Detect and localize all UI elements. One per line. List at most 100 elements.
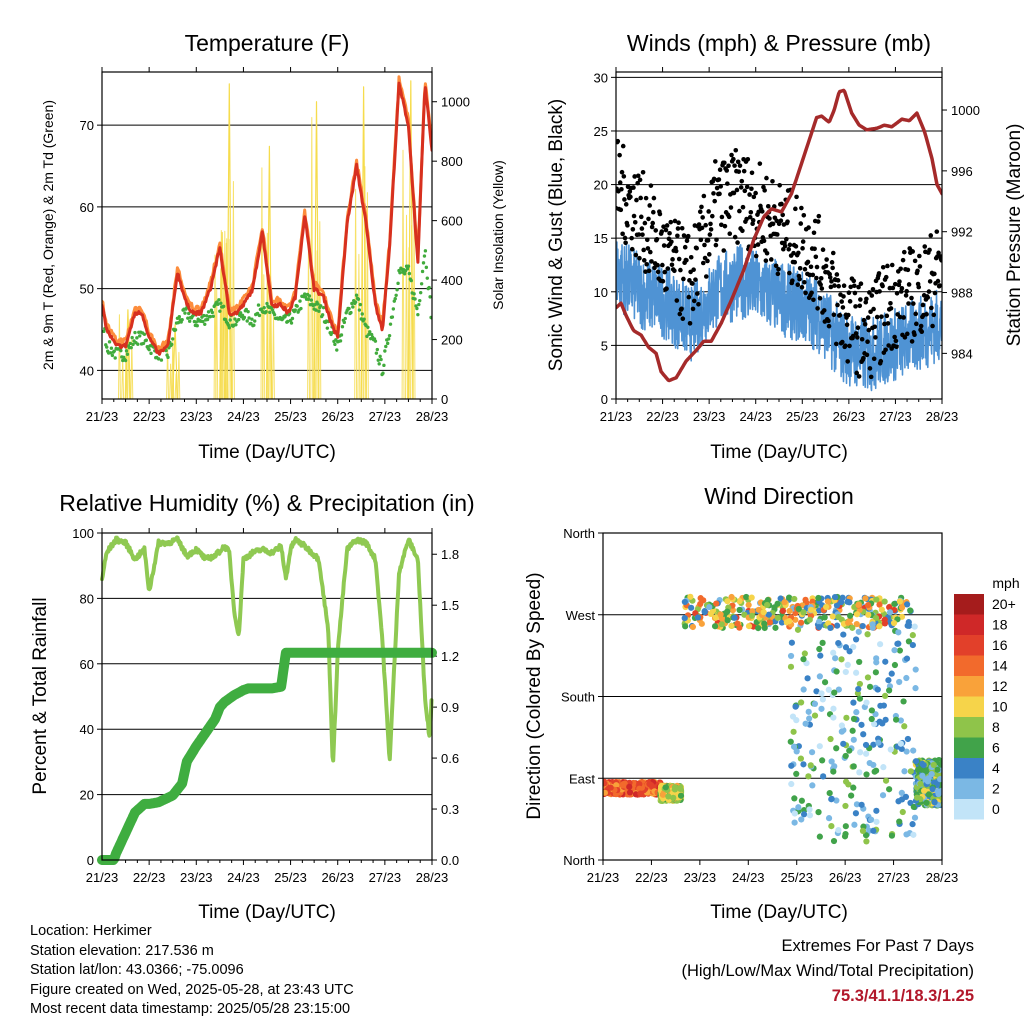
dewpoint-point (413, 297, 417, 301)
direction-point (842, 802, 849, 810)
dewpoint-point (206, 310, 211, 314)
direction-point (860, 731, 867, 738)
gust-point (814, 275, 819, 281)
dewpoint-point (170, 342, 174, 347)
gust-point (731, 156, 736, 162)
direction-point (910, 831, 917, 838)
gust-point (662, 269, 668, 275)
gust-point (939, 258, 942, 263)
y-tick-label: 60 (80, 200, 94, 215)
direction-point (855, 601, 862, 608)
gust-point (705, 258, 710, 264)
direction-point (862, 741, 870, 749)
gust-point (657, 211, 663, 217)
gust-point (773, 263, 779, 269)
direction-point (777, 595, 784, 602)
direction-point (659, 791, 667, 798)
direction-point (636, 785, 643, 792)
dewpoint-point (138, 334, 142, 338)
dewpoint-point (395, 287, 399, 292)
gust-point (634, 197, 639, 203)
y-tick-label: 40 (80, 722, 94, 737)
dewpoint-point (186, 316, 190, 320)
dewpoint-point (204, 314, 209, 318)
direction-point (863, 771, 870, 778)
direction-point (731, 614, 738, 621)
x-tick-label: 25/23 (274, 870, 307, 885)
wind-line (616, 241, 942, 392)
direction-point (717, 611, 724, 618)
direction-point (793, 748, 800, 755)
direction-point (873, 807, 880, 814)
direction-point (748, 612, 756, 619)
winds-xlabel: Time (Day/UTC) (710, 442, 848, 463)
direction-point (825, 686, 832, 693)
gust-point (835, 302, 840, 308)
direction-point (800, 656, 807, 663)
y2-tick-label: 0 (441, 392, 448, 407)
x-tick-label: 23/23 (693, 409, 726, 424)
legend-swatch (954, 717, 984, 738)
direction-point (917, 780, 924, 788)
gust-point (732, 163, 737, 168)
direction-point (864, 602, 872, 609)
gust-point (851, 278, 857, 284)
direction-point (873, 818, 880, 825)
plot-border (615, 71, 943, 400)
y2-tick-label: 1.8 (441, 547, 459, 562)
gust-point (792, 259, 798, 265)
dewpoint-point (219, 301, 223, 305)
gust-point (691, 298, 697, 304)
gust-point (885, 321, 891, 326)
dewpoint-point (195, 324, 199, 328)
gust-point (818, 282, 823, 287)
direction-point (815, 618, 823, 625)
gust-point (870, 286, 876, 292)
direction-point (760, 609, 767, 616)
y2-tick-label: 0.9 (441, 700, 459, 715)
direction-point (852, 810, 860, 817)
gust-point (837, 312, 843, 318)
dewpoint-point (358, 302, 363, 307)
dewpoint-point (130, 335, 134, 340)
direction-point (835, 613, 842, 621)
dewpoint-point (268, 310, 272, 315)
direction-point (830, 837, 838, 845)
legend-swatch (954, 696, 984, 717)
gust-point (928, 233, 934, 238)
direction-point (724, 608, 731, 615)
direction-point (830, 714, 837, 721)
gust-point (706, 209, 711, 214)
gust-point (717, 167, 723, 173)
gust-point (823, 263, 829, 269)
direction-point (856, 769, 863, 776)
gust-point (892, 281, 898, 287)
dewpoint-point (102, 329, 106, 334)
gust-point (883, 347, 888, 353)
gust-point (827, 275, 833, 280)
solar-spike (401, 149, 405, 399)
gust-point (646, 216, 651, 222)
dewpoint-point (342, 320, 347, 325)
legend-swatch (954, 594, 984, 615)
direction-point (923, 799, 930, 806)
x-tick-label: 21/23 (600, 409, 633, 424)
dewpoint-point (289, 321, 294, 325)
direction-point (844, 598, 851, 605)
gust-point (905, 267, 911, 273)
gust-point (741, 168, 747, 174)
gust-point (802, 266, 808, 272)
direction-point (896, 598, 904, 605)
direction-point (840, 631, 847, 638)
direction-point (868, 816, 875, 823)
created-text: Figure created on Wed, 2025-05-28, at 23… (30, 981, 354, 998)
direction-point (912, 758, 920, 765)
gust-point (768, 257, 774, 262)
dewpoint-point (149, 351, 153, 356)
direction-point (929, 786, 936, 793)
winds-title: Winds (mph) & Pressure (mb) (627, 30, 931, 56)
gust-point (861, 317, 867, 323)
solar-spike (405, 214, 408, 399)
dewpoint-point (205, 317, 210, 322)
gust-point (778, 218, 784, 224)
